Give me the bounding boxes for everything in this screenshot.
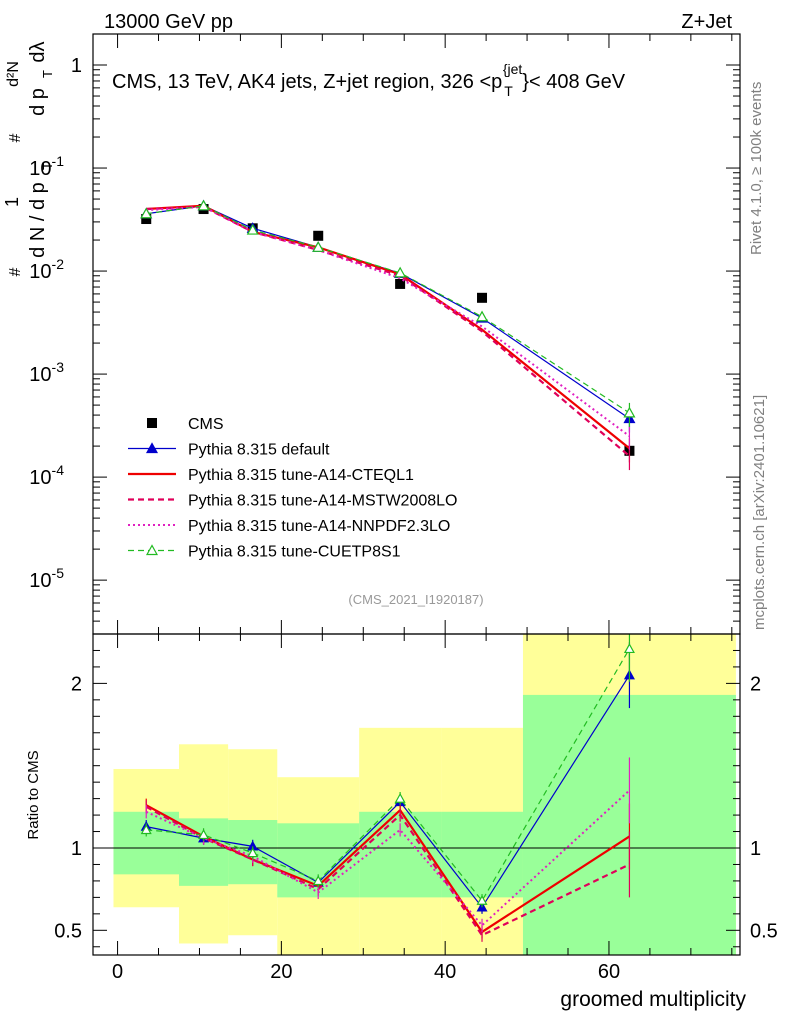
- main-point-cuetp8s1-5: [475, 310, 489, 322]
- ylabel-dn-dpt: d N / d p: [27, 182, 49, 258]
- ratio-point-cuetp8s1-5: [476, 894, 488, 905]
- legend-entry-a14_nnpdf: Pythia 8.315 tune-A14-NNPDF2.3LO: [128, 518, 450, 535]
- ratio-ytick-label: 0.5: [54, 920, 82, 942]
- ratio-ytick-label: 2: [71, 673, 82, 695]
- ratio-panel-series: [140, 634, 635, 942]
- main-point-cuetp8s1-2: [246, 223, 259, 235]
- ylabel-sub-T-2: T: [40, 70, 55, 78]
- ratio-point-cuetp8s1-2: [247, 847, 259, 858]
- ratio-point-cuetp8s1-4: [394, 792, 406, 803]
- legend-entry-a14_mstw: Pythia 8.315 tune-A14-MSTW2008LO: [128, 493, 457, 510]
- legend-label-a14_cteql1: Pythia 8.315 tune-A14-CTEQL1: [188, 467, 414, 484]
- ratio-ytick-label-right: 1: [750, 838, 761, 860]
- main-series-default: [140, 199, 636, 433]
- main-line-a14_cteql1: [146, 204, 631, 450]
- band-inner-5: [441, 811, 523, 898]
- main-line-default: [146, 205, 630, 420]
- main-ytick-label: 10-5: [29, 565, 64, 592]
- rivet-version-label: Rivet 4.1.0, ≥ 100k events: [748, 82, 765, 255]
- header-left: 13000 GeV pp: [104, 11, 233, 33]
- ratio-y-axis-label: Ratio to CMS: [25, 750, 42, 839]
- main-point-cms-4: [395, 278, 406, 289]
- ratio-series-cuetp8s1: [140, 634, 635, 908]
- legend-entry-a14_cteql1: Pythia 8.315 tune-A14-CTEQL1: [128, 467, 414, 484]
- main-point-cuetp8s1-1: [197, 199, 210, 211]
- main-panel-series: [140, 199, 636, 471]
- ylabel-dp: d p: [27, 88, 49, 116]
- main-point-cuetp8s1-3: [312, 241, 325, 252]
- title-subscript: T: [504, 83, 513, 99]
- ylabel-dlambda: dλ: [27, 41, 49, 62]
- ratio-uncertainty-bands: [113, 634, 736, 955]
- main-series-cuetp8s1: [140, 199, 636, 427]
- ylabel-hash-2: #: [7, 267, 24, 276]
- title-superscript: {jet: [503, 61, 523, 77]
- legend-label-cms: CMS: [188, 416, 224, 433]
- axes: 10-5 10-4 10-3 10-2 10-1 1 0 20 40 60 0.5 0.5 1 1 2 2: [29, 33, 778, 983]
- main-ytick-label: 10-1: [29, 153, 64, 180]
- legend-entry-default: Pythia 8.315 default: [128, 442, 330, 459]
- main-point-cuetp8s1-0: [140, 207, 153, 219]
- ratio-ytick-label-right: 2: [750, 673, 761, 695]
- main-point-cms-0: [141, 214, 152, 225]
- legend: CMS Pythia 8.315 default Pythia 8.315 tune…: [128, 416, 457, 561]
- chart-title: CMS, 13 TeV, AK4 jets, Z+jet region, 326…: [112, 61, 626, 99]
- ratio-frame: [92, 633, 741, 956]
- legend-marker-default: [145, 442, 159, 454]
- title-end: }< 408 GeV: [522, 71, 626, 93]
- main-point-cuetp8s1-6: [623, 406, 636, 418]
- main-point-cms-5: [477, 292, 488, 303]
- ratio-point-cuetp8s1-0: [140, 824, 152, 835]
- x-tick-label: 0: [112, 961, 123, 983]
- ratio-point-cuetp8s1-1: [198, 829, 210, 840]
- legend-marker-cms: [147, 418, 157, 428]
- legend-marker-cuetp8s1: [145, 544, 159, 556]
- legend-label-cuetp8s1: Pythia 8.315 tune-CUETP8S1: [188, 544, 401, 561]
- main-ytick-label: 1: [71, 55, 82, 77]
- ylabel-d2n: d²N: [5, 61, 22, 87]
- x-tick-label: 40: [434, 961, 456, 983]
- ylabel-sub-T-1: T: [40, 162, 55, 170]
- ratio-point-cuetp8s1-3: [312, 875, 324, 886]
- legend-label-default: Pythia 8.315 default: [188, 442, 330, 459]
- ylabel-hash-1: #: [7, 133, 24, 142]
- main-ytick-label: 10-3: [29, 359, 64, 386]
- ylabel-one: 1: [2, 197, 22, 207]
- main-line-a14_nnpdf: [146, 205, 631, 437]
- main-y-axis-label: # 1 d N / d p T # d p T dλ d²N: [2, 41, 55, 276]
- ratio-ytick-label: 1: [71, 838, 82, 860]
- main-ytick-label: 10-2: [29, 256, 64, 283]
- analysis-annotation: (CMS_2021_I1920187): [348, 592, 483, 607]
- main-series-a14_nnpdf: [146, 205, 631, 451]
- title-main: CMS, 13 TeV, AK4 jets, Z+jet region, 326…: [112, 71, 502, 93]
- mcplots-label: mcplots.cern.ch [arXiv:2401.10621]: [751, 395, 768, 630]
- header-right: Z+Jet: [681, 11, 732, 33]
- main-ytick-label: 10-4: [29, 462, 64, 489]
- main-point-cuetp8s1-4: [394, 266, 407, 278]
- x-tick-label: 60: [598, 961, 620, 983]
- ratio-point-cuetp8s1-6: [623, 643, 635, 654]
- legend-entry-cuetp8s1: Pythia 8.315 tune-CUETP8S1: [128, 544, 401, 561]
- legend-entry-cms: CMS: [147, 416, 224, 433]
- main-point-cms-3: [313, 230, 324, 241]
- legend-label-a14_mstw: Pythia 8.315 tune-A14-MSTW2008LO: [188, 493, 457, 510]
- legend-label-a14_nnpdf: Pythia 8.315 tune-A14-NNPDF2.3LO: [188, 518, 450, 535]
- x-axis-label: groomed multiplicity: [560, 988, 746, 1011]
- ratio-ytick-label-right: 0.5: [750, 920, 778, 942]
- x-tick-label: 20: [270, 961, 292, 983]
